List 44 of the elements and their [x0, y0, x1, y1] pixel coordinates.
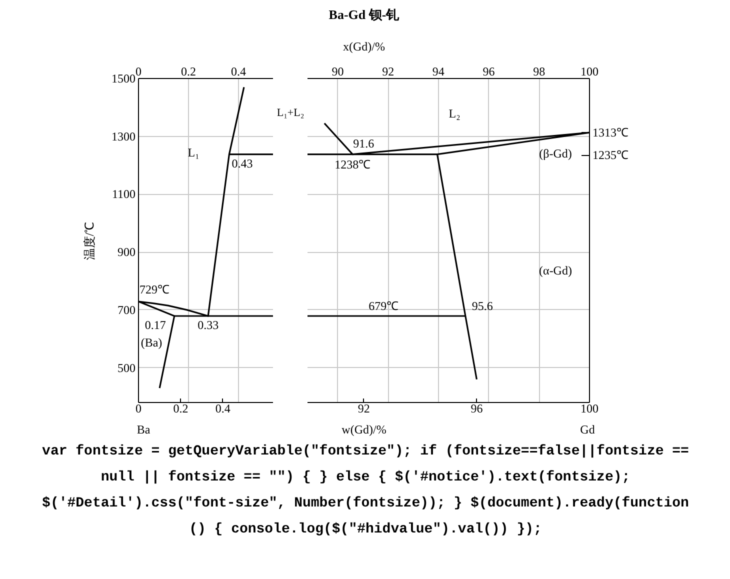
x2-tick-label: 92 — [382, 64, 394, 78]
x2-tick-label: 98 — [533, 64, 546, 78]
x2-tick-label: 0.2 — [181, 64, 196, 78]
annotation: 679℃ — [368, 299, 399, 314]
annotation: 1238℃ — [334, 157, 371, 172]
x2-tick-label: 0.4 — [231, 64, 246, 78]
text: 1235℃ — [592, 148, 628, 162]
x-tick-label: 96 — [470, 402, 483, 416]
annotation: 0.43 — [232, 156, 253, 170]
text: var fontsize = getQueryVariable("fontsize"); if (fontsize==false||fontsize == null || fontsize == "") { } else { $('#notice').text(fontsize); $('#Detail').css("font-size", Number(fontsize)); } $(document).ready(function () { console.log($("#hidvalue").val()) }); — [42, 444, 689, 538]
x-tick-label: 92 — [358, 402, 370, 416]
annotation: 91.6 — [353, 136, 374, 150]
annotation: 0.17 — [144, 318, 166, 332]
x2-tick-label: 100 — [580, 64, 598, 78]
x2-axis-title: x(Gd)/% — [343, 40, 386, 54]
text: L₁+L₂ — [276, 107, 304, 120]
y-tick-label: 700 — [118, 302, 136, 317]
annotation: L₂ — [448, 106, 460, 120]
y-tick-label: 500 — [118, 360, 136, 375]
annotation: 0.33 — [198, 318, 219, 332]
annotation: 95.6 — [472, 299, 493, 314]
text: 1313℃ — [592, 126, 628, 140]
x2-tick-label: 90 — [332, 64, 344, 78]
x2-tick-label: 0 — [136, 64, 142, 78]
annotation: (Ba) — [140, 336, 162, 350]
annotation: 729℃ — [140, 282, 170, 297]
x-axis-title: w(Gd)/% — [342, 422, 386, 436]
x2-tick-label: 96 — [482, 64, 495, 78]
y-tick-label: 1100 — [112, 187, 136, 202]
y-tick-label: 1300 — [112, 129, 136, 144]
text: Gd — [580, 422, 595, 436]
annotation: (α-Gd) — [539, 264, 572, 278]
y-tick-label: 900 — [118, 245, 136, 260]
x-tick-label: 100 — [580, 402, 598, 416]
chart-title: Ba-Gd 钡-钆 — [328, 7, 400, 22]
y-axis-title: 温度/℃ — [82, 222, 96, 260]
annotation: L₁ — [188, 146, 200, 160]
x2-tick-label: 94 — [432, 64, 444, 78]
x-tick-label: 0.4 — [215, 402, 230, 416]
y-tick-label: 1500 — [112, 72, 136, 86]
x-tick-label: 0 — [136, 402, 142, 416]
text: Ba — [136, 422, 151, 436]
x-tick-label: 0.2 — [173, 402, 188, 416]
annotation: (β-Gd) — [539, 146, 572, 160]
